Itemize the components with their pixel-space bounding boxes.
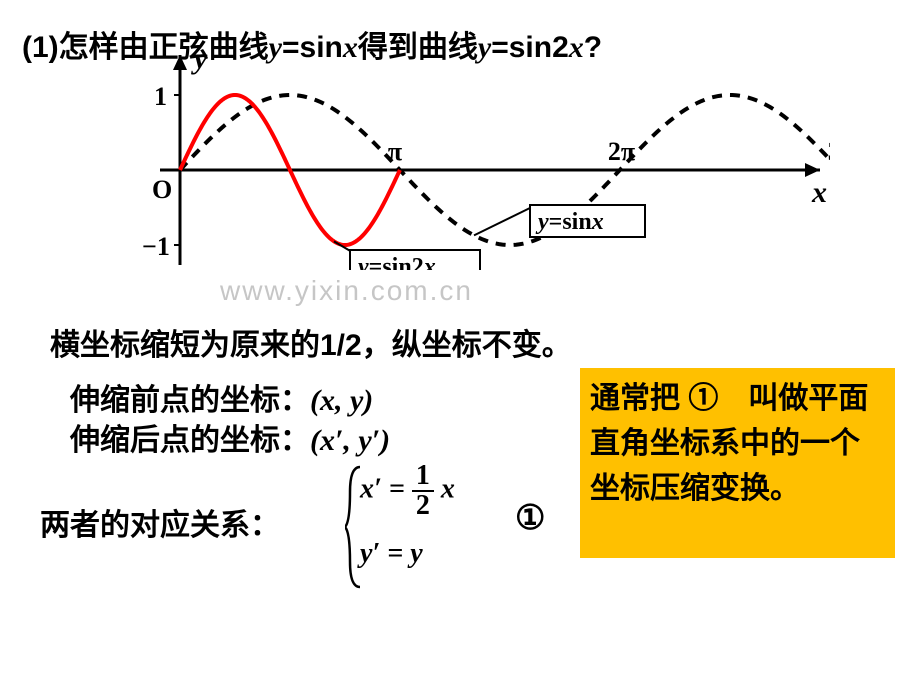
eq-2: y′ = y: [360, 538, 455, 570]
yellow-text: 通常把 ① 叫做平面直角坐标系中的一个坐标压缩变换。: [590, 382, 868, 505]
svg-text:O: O: [152, 175, 172, 204]
sine-chart: yxO1−1π2π3πy=sinxy=sin2x: [130, 50, 830, 270]
eq1-num: 1: [412, 462, 434, 492]
after-label: 伸缩后点的坐标：: [70, 424, 310, 457]
eq-1: x′ = 1 2 x: [360, 462, 455, 520]
before-label: 伸缩前点的坐标：: [70, 384, 310, 417]
svg-text:y: y: [191, 50, 208, 75]
after-coord: (x′, y′): [310, 424, 390, 457]
eq1-lhs: x′ =: [360, 473, 405, 504]
svg-text:1: 1: [154, 82, 167, 111]
circled-1: ①: [515, 498, 545, 538]
svg-text:y=sin2x: y=sin2x: [355, 254, 436, 270]
watermark: www.yixin.com.cn: [220, 275, 473, 307]
svg-text:−1: −1: [142, 232, 170, 261]
eq1-frac: 1 2: [412, 462, 434, 520]
svg-text:2π: 2π: [608, 137, 635, 166]
svg-text:y=sinx: y=sinx: [535, 209, 604, 235]
explanation-line-1: 横坐标缩短为原来的1/2，纵坐标不变。: [50, 320, 572, 364]
before-coord-line: 伸缩前点的坐标：(x, y): [70, 375, 373, 419]
highlight-box: 通常把 ① 叫做平面直角坐标系中的一个坐标压缩变换。: [580, 368, 895, 558]
svg-text:x: x: [811, 176, 827, 209]
after-coord-line: 伸缩后点的坐标：(x′, y′): [70, 415, 390, 459]
transformation-equations: x′ = 1 2 x y′ = y: [360, 462, 455, 570]
relation-label: 两者的对应关系：: [40, 500, 280, 544]
before-coord: (x, y): [310, 384, 373, 417]
svg-text:3π: 3π: [828, 137, 830, 166]
eq1-den: 2: [412, 492, 434, 520]
eq1-rhs: x: [434, 473, 455, 504]
